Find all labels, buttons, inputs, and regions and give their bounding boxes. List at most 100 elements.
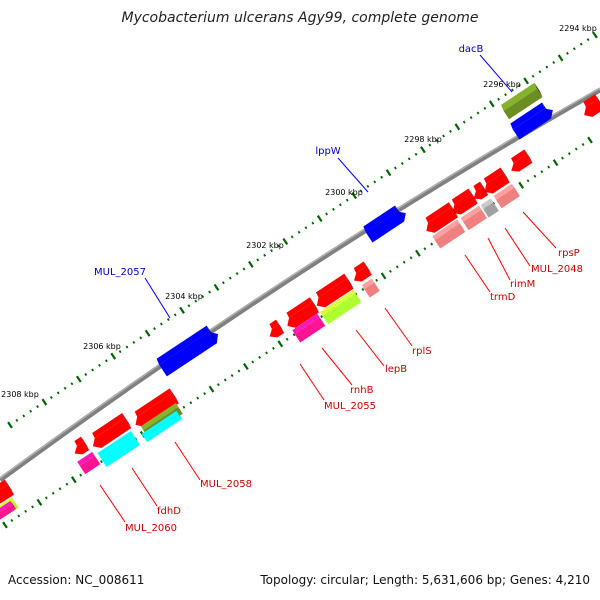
leader-rimM	[487, 237, 511, 281]
scale-label-0: 2294 kbp	[559, 24, 597, 33]
outer-tick-9	[70, 382, 74, 386]
inner-tick-40	[277, 340, 284, 348]
feature-rev-j	[134, 388, 179, 427]
feature-magenta-3	[0, 500, 16, 520]
feature-rev-l-side	[81, 436, 90, 450]
outer-tick-63	[442, 134, 446, 138]
outer-tick-81	[566, 51, 569, 55]
feature-rev-e-top	[425, 202, 452, 223]
scale-label-5: 2304 kbp	[165, 292, 203, 301]
feature-blocks	[0, 82, 600, 520]
feature-rev-l	[74, 436, 90, 455]
scale-label-1: 2296 kbp	[483, 80, 521, 89]
outer-tick-39	[276, 244, 280, 248]
backbone-line	[0, 87, 600, 483]
feature-rev-f-top	[353, 261, 367, 274]
feature-rev-edge-face	[584, 99, 600, 117]
feature-rev-i-face	[269, 324, 285, 338]
scale-label-7: 2308 kbp	[1, 390, 39, 399]
feature-rpsP-side	[511, 183, 520, 197]
leader-MUL_2055	[299, 363, 325, 401]
inner-tick-28	[196, 396, 200, 400]
outer-tick-44	[311, 221, 315, 225]
feature-fdhD-face	[100, 434, 140, 468]
outer-tick-36	[256, 258, 260, 262]
inner-tick-83	[574, 147, 578, 151]
outer-tick-2	[22, 414, 26, 418]
outer-tick-5	[41, 398, 48, 406]
feature-rev-d	[451, 188, 478, 215]
label-MUL_2057: MUL_2057	[94, 267, 146, 278]
inner-tick-52	[361, 287, 365, 291]
feature-trmD	[432, 219, 466, 249]
outer-tick-37	[263, 253, 267, 257]
outer-tick-32	[228, 276, 232, 280]
label-trmD: trmD	[490, 292, 516, 303]
feature-rev-b-side	[500, 167, 510, 183]
leader-lppW	[337, 157, 369, 193]
feature-dacB-side	[534, 82, 543, 98]
outer-tick-55	[385, 169, 392, 177]
feature-fwd-1-side	[542, 102, 552, 119]
outer-tick-47	[332, 207, 335, 211]
label-fdhD: fdhD	[157, 506, 181, 517]
label-dacB: dacB	[459, 44, 484, 55]
feature-MUL_2057-top	[156, 325, 210, 365]
inner-tick-78	[540, 170, 544, 174]
feature-magenta-2	[77, 451, 101, 475]
outer-tick-0	[7, 421, 13, 429]
feature-lppW-face	[365, 211, 406, 243]
leader-lepB	[355, 329, 385, 367]
inner-tick-36	[251, 360, 255, 364]
feature-rplS	[361, 278, 380, 298]
inner-tick-39	[271, 346, 275, 350]
feature-grey-top	[480, 198, 494, 210]
feature-rimM-side	[478, 205, 487, 219]
inner-tick-46	[320, 315, 324, 319]
feature-MUL_2057-face	[159, 331, 218, 377]
outer-tick-85	[592, 31, 598, 39]
inner-tick-62	[430, 242, 434, 246]
inner-tick-31	[216, 383, 220, 387]
feature-fdhD-top	[97, 430, 134, 458]
inner-tick-30	[208, 385, 215, 393]
inner-tick-82	[567, 152, 571, 156]
feature-rev-j-top	[134, 388, 173, 417]
outer-tick-61	[428, 143, 432, 147]
feature-magenta-3-side	[10, 500, 16, 509]
outer-tick-71	[497, 97, 501, 101]
scale-label-2: 2298 kbp	[404, 135, 442, 144]
feature-dacB	[501, 82, 543, 120]
feature-rev-b-face	[484, 172, 510, 194]
inner-tick-27	[189, 401, 193, 405]
leader-MUL_2058	[174, 441, 201, 481]
feature-rimM	[460, 205, 487, 231]
outer-tick-41	[290, 235, 294, 239]
inner-tick-35	[243, 362, 249, 370]
feature-rnhB	[292, 313, 326, 343]
feature-magenta-2-side	[92, 451, 101, 465]
outer-tick-33	[235, 272, 239, 276]
outer-tick-48	[338, 203, 342, 207]
feature-magenta-2-top	[77, 451, 95, 466]
feature-magenta-3-top	[0, 500, 13, 513]
feature-grey-face	[483, 202, 499, 218]
feature-rev-edge-top	[583, 94, 598, 107]
inner-tick-79	[547, 165, 551, 169]
outer-tick-16	[118, 350, 122, 354]
outer-tick-35	[248, 260, 254, 268]
genome-backbone	[0, 87, 600, 483]
outer-tick-58	[407, 157, 411, 161]
outer-tick-40	[282, 237, 289, 245]
feature-trmD-face	[434, 223, 466, 249]
feature-fwd-1-top	[510, 102, 545, 130]
feature-trmD-top	[432, 219, 460, 241]
feature-rev-f-face	[354, 266, 372, 282]
inner-tick-3	[24, 509, 28, 513]
outer-tick-56	[393, 166, 397, 170]
outer-tick-12	[91, 368, 95, 372]
feature-rev-a-side	[524, 149, 533, 163]
outer-tick-24	[173, 313, 177, 317]
feature-lime-2-side	[11, 497, 19, 508]
feature-rev-g-face	[316, 278, 354, 308]
